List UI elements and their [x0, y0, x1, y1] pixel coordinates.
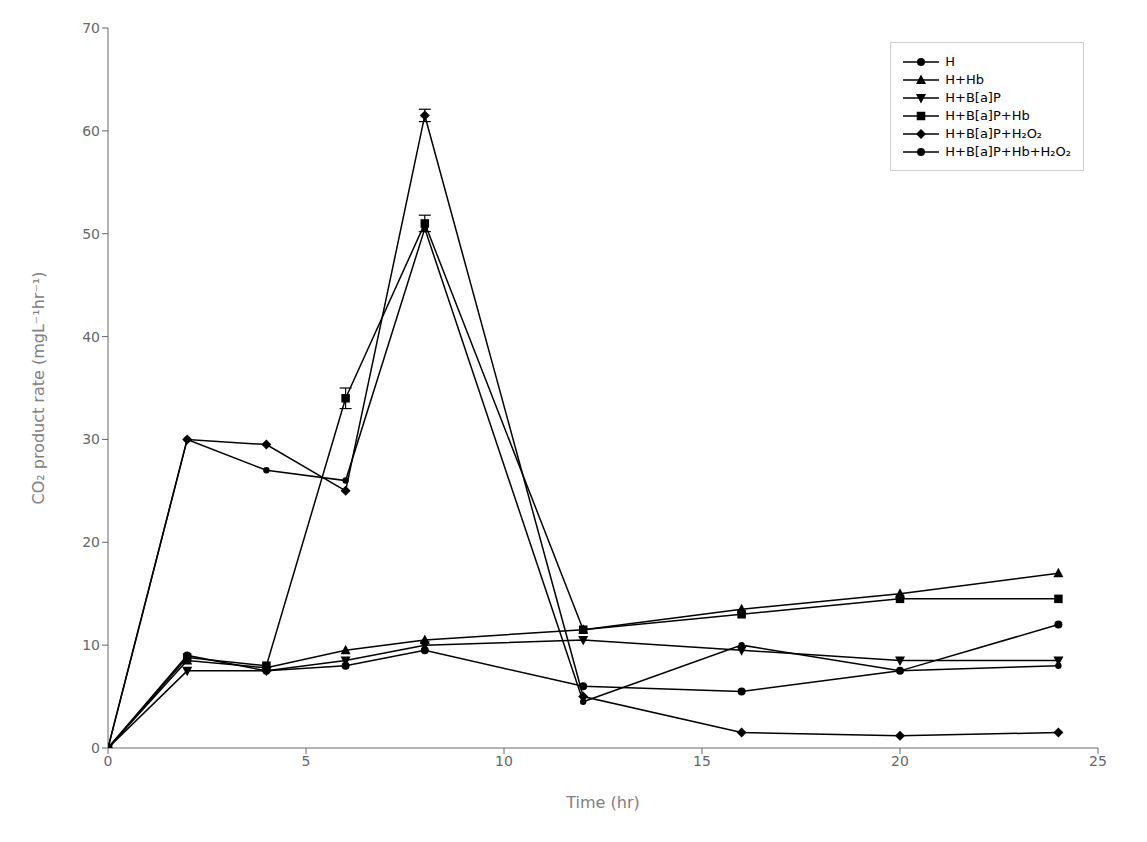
svg-text:40: 40 — [82, 329, 100, 345]
html-text:H+B[a]P+Hb: H+B[a]P+Hb — [945, 108, 1030, 123]
svg-text:60: 60 — [82, 123, 100, 139]
svg-text:50: 50 — [82, 226, 100, 242]
html-text:H+Hb: H+Hb — [945, 72, 984, 87]
html-text:H+B[a]P+Hb+H₂O₂: H+B[a]P+Hb+H₂O₂ — [945, 144, 1071, 159]
svg-text:0: 0 — [91, 740, 100, 756]
svg-text:10: 10 — [82, 637, 100, 653]
html-text:H+B[a]P: H+B[a]P — [945, 90, 1001, 105]
svg-text:0: 0 — [104, 753, 113, 769]
svg-text:25: 25 — [1089, 753, 1107, 769]
svg-text:20: 20 — [891, 753, 909, 769]
svg-text:15: 15 — [693, 753, 711, 769]
html-text:H: H — [945, 54, 955, 69]
svg-text:30: 30 — [82, 431, 100, 447]
svg-text:Time (hr): Time (hr) — [565, 793, 639, 812]
svg-text:CO₂ product rate (mgL⁻¹hr⁻¹): CO₂ product rate (mgL⁻¹hr⁻¹) — [29, 271, 48, 504]
svg-text:70: 70 — [82, 20, 100, 36]
svg-text:20: 20 — [82, 534, 100, 550]
svg-text:5: 5 — [302, 753, 311, 769]
html-text:H+B[a]P+H₂O₂: H+B[a]P+H₂O₂ — [945, 126, 1043, 141]
svg-text:10: 10 — [495, 753, 513, 769]
